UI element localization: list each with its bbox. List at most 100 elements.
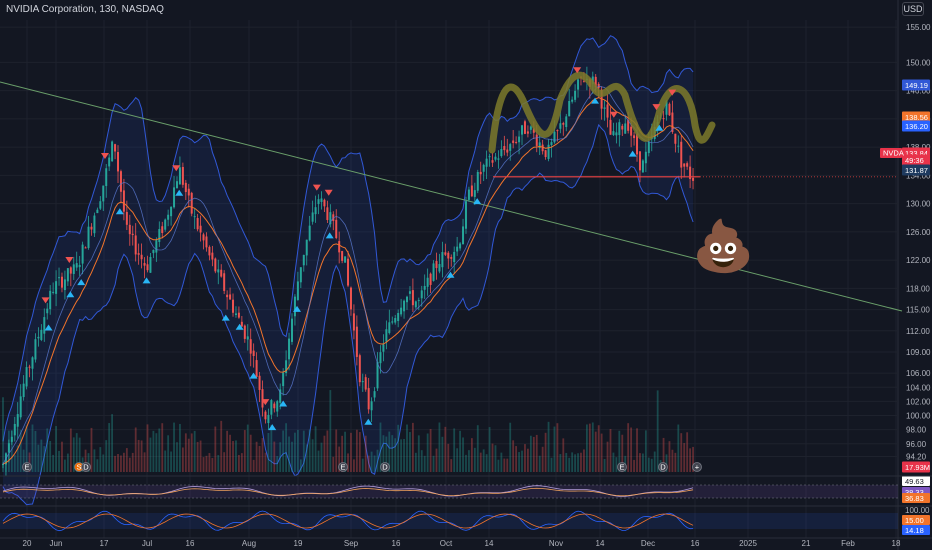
candle-body <box>467 189 470 200</box>
candle-body <box>323 199 326 207</box>
candle-body <box>31 357 34 369</box>
sell-signal-marker <box>100 152 109 159</box>
candle-body <box>96 209 99 214</box>
volume-bar <box>223 452 226 472</box>
candle-body <box>420 290 423 299</box>
buy-signal-marker <box>279 400 288 407</box>
x-tick-label: Feb <box>841 539 855 548</box>
currency-button[interactable]: USD <box>902 2 924 16</box>
candle-body <box>491 160 494 163</box>
y-tick-label: 106.00 <box>906 369 931 378</box>
candle-body <box>355 326 358 357</box>
rsi-value-tag: 38.33 <box>905 488 924 497</box>
candle-body <box>518 136 521 143</box>
buy-signal-marker <box>268 424 277 431</box>
volume-bar <box>37 444 40 472</box>
volume-bar <box>10 430 13 472</box>
y-tick-label: 115.00 <box>906 306 930 315</box>
candle-body <box>111 141 114 162</box>
candle-body <box>181 167 184 185</box>
sma-line <box>2 85 694 465</box>
candle-body <box>641 160 644 173</box>
x-tick-label: 14 <box>596 539 605 548</box>
candle-body <box>464 201 467 229</box>
x-tick-label: Nov <box>549 539 563 548</box>
volume-bar <box>338 446 341 472</box>
bar-countdown-tag-bg <box>902 154 930 166</box>
y-tick-label: 94.20 <box>906 452 927 461</box>
y-tick-label: 102.00 <box>906 397 931 406</box>
volume-bar <box>547 421 550 472</box>
candle-body <box>114 144 117 152</box>
ema-line <box>2 97 694 465</box>
volume-bar <box>55 426 57 472</box>
volume-bar <box>426 433 429 472</box>
candle-body <box>143 263 146 266</box>
volume-bar <box>559 454 562 472</box>
candle-body <box>279 389 282 403</box>
candle-body <box>662 118 665 120</box>
candle-body <box>208 246 211 256</box>
candle-body <box>406 296 409 303</box>
candle-body <box>438 263 441 272</box>
symbol-tag-bg <box>880 148 902 158</box>
stoch-value-tag: 15.00 <box>905 516 924 525</box>
price-axis-panel <box>898 0 932 550</box>
candle-body <box>559 123 562 129</box>
event-marker-glyph: E <box>619 463 624 472</box>
volume-bar <box>671 449 674 472</box>
candle-body <box>671 112 674 132</box>
volume-bar <box>683 442 686 472</box>
buy-signal-marker <box>175 189 184 196</box>
buy-signal-marker <box>446 271 455 278</box>
candle-body <box>692 177 695 181</box>
volume-bar <box>364 435 367 472</box>
buy-signal-marker <box>325 232 334 239</box>
x-tick-label: 2025 <box>739 539 757 548</box>
volume-bar <box>302 430 305 472</box>
x-tick-label: Aug <box>242 539 256 548</box>
volume-bar <box>208 453 211 472</box>
volume-bar <box>553 426 556 472</box>
volume-bar <box>190 433 193 472</box>
volume-bar <box>618 430 621 472</box>
x-tick-label: 14 <box>485 539 494 548</box>
volume-bar <box>305 444 308 472</box>
event-markers: E S D E D E D + <box>22 462 702 472</box>
candle-body <box>535 134 538 146</box>
candle-body <box>571 99 574 102</box>
volume-bar <box>66 453 69 472</box>
candle-body <box>49 290 52 310</box>
volume-bar <box>488 427 491 472</box>
volume-bar <box>453 428 456 472</box>
candle-body <box>603 107 606 109</box>
candle-body <box>311 212 314 222</box>
volume-bar <box>87 453 90 472</box>
candle-body <box>164 219 167 230</box>
volume-bar <box>429 428 432 472</box>
candle-body <box>647 141 650 154</box>
volume-bar <box>229 434 231 472</box>
candle-body <box>40 329 43 340</box>
candle-body <box>102 185 105 202</box>
volume-bar <box>518 452 520 472</box>
volume-bar <box>267 433 270 472</box>
poop-emoji-annotation[interactable]: 💩 <box>692 217 755 275</box>
candle-body <box>482 164 485 172</box>
buy-signal-marker <box>66 291 75 298</box>
volume-bar <box>574 454 576 472</box>
volume-bar <box>279 442 282 472</box>
y-tick-label: 130.00 <box>906 200 931 209</box>
candle-body <box>526 131 529 134</box>
rsi-value-tag: 49.63 <box>905 477 924 486</box>
x-tick-label: 16 <box>691 539 700 548</box>
volume-bar <box>686 432 689 472</box>
candle-body <box>529 126 532 130</box>
event-marker <box>617 462 627 472</box>
buy-signal-marker <box>44 324 53 331</box>
volume-bar <box>459 430 461 472</box>
candle-body <box>568 101 571 117</box>
candle-body <box>423 285 426 290</box>
candle-body <box>184 182 187 193</box>
